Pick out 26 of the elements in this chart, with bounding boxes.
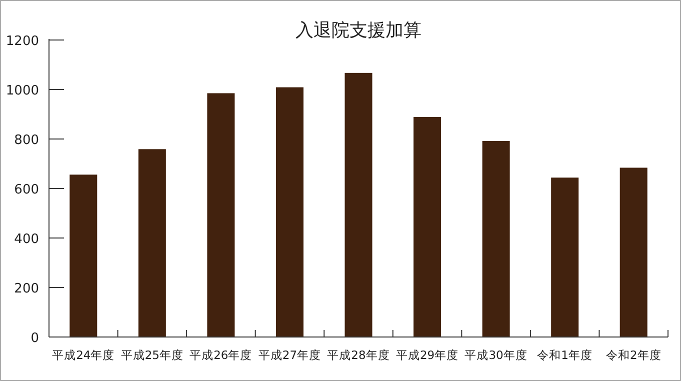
y-tick-label: 1200 <box>6 34 39 49</box>
x-tick-label: 令和1年度 <box>537 348 592 362</box>
x-tick-label: 平成25年度 <box>120 348 184 362</box>
bar <box>551 178 579 337</box>
y-tick-label: 200 <box>14 282 39 296</box>
bar <box>482 140 510 337</box>
x-tick-label: 平成24年度 <box>52 348 115 362</box>
y-tick-label: 800 <box>14 133 39 148</box>
y-tick-label: 600 <box>14 182 39 198</box>
x-tick-label: 平成27年度 <box>258 348 322 362</box>
y-tick-label: 0 <box>30 331 39 346</box>
bar <box>344 72 372 337</box>
bar <box>276 87 304 337</box>
chart-title: 入退院支援加算 <box>296 20 422 41</box>
bar <box>70 174 98 337</box>
y-tick-label: 1000 <box>6 84 39 98</box>
y-tick-label: 400 <box>14 232 39 247</box>
x-tick-label: 令和2年度 <box>606 348 662 362</box>
bar <box>207 93 235 337</box>
x-tick-label: 平成28年度 <box>327 348 390 362</box>
bar <box>620 168 648 337</box>
bar <box>414 116 442 337</box>
x-tick-label: 平成29年度 <box>396 348 459 362</box>
x-tick-label: 平成26年度 <box>190 348 252 362</box>
bar <box>138 149 166 337</box>
x-tick-label: 平成30年度 <box>464 348 528 362</box>
